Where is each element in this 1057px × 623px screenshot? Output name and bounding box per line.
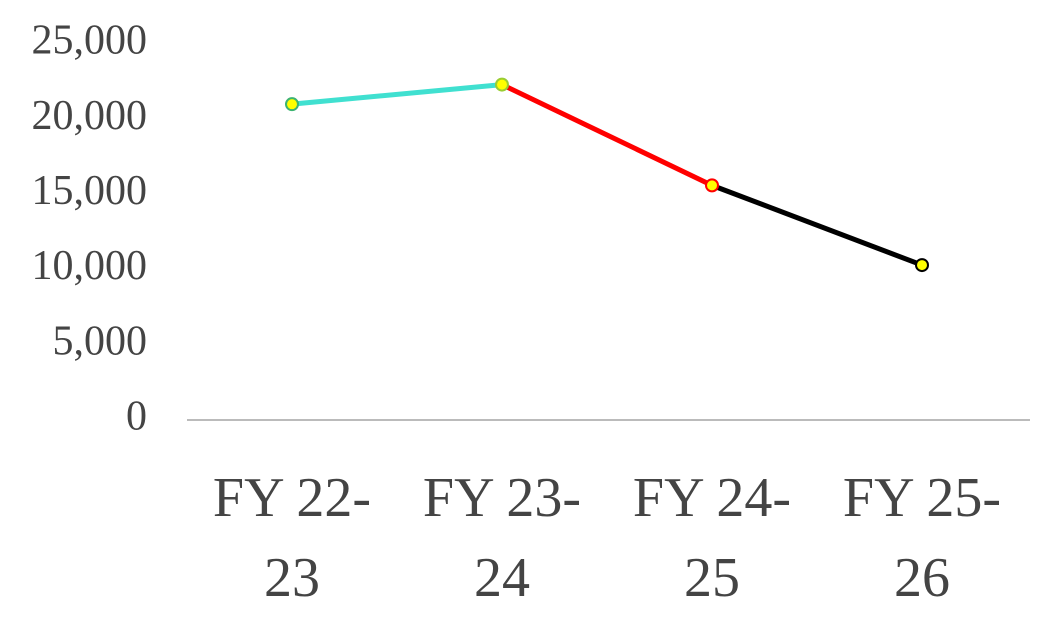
x-tick-label: FY 22-23	[212, 467, 372, 609]
x-tick-label: FY 25-26	[842, 467, 1002, 609]
marker	[495, 77, 509, 92]
x-tick-label: FY 23-24	[422, 467, 582, 609]
y-tick-label: 5,000	[53, 318, 148, 364]
marker	[915, 258, 929, 273]
y-tick-label: 15,000	[32, 168, 148, 214]
y-tick-label: 10,000	[32, 243, 148, 289]
line-segment	[291, 82, 503, 107]
y-tick-label: 20,000	[32, 93, 148, 139]
marker	[285, 97, 299, 112]
y-tick-label: 25,000	[32, 18, 148, 64]
x-tick-label: FY 24-25	[632, 467, 792, 609]
line-segment	[711, 183, 923, 268]
line-segment	[500, 82, 714, 188]
marker	[705, 178, 719, 193]
y-tick-label: 0	[126, 394, 147, 440]
